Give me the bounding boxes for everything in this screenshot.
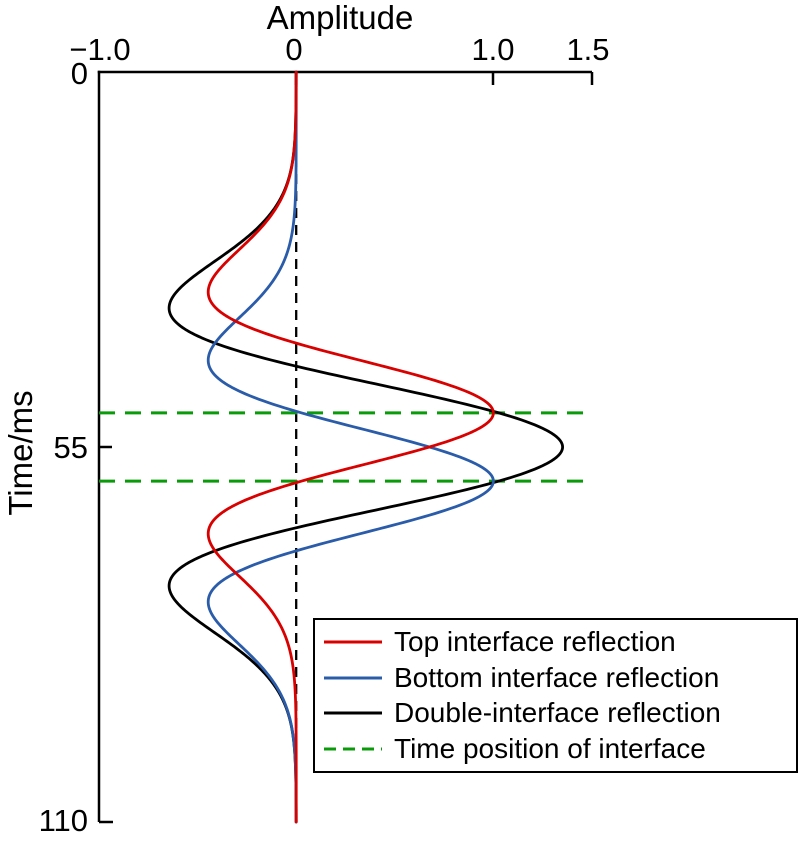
legend-item-interface-time: Time position of interface [324,732,794,766]
plot-lines [99,70,588,824]
legend-line-icon [324,676,382,680]
legend-line-icon [324,640,382,644]
y-tick-label-55: 55 [54,430,88,465]
y-axis-title: Time/ms [2,390,39,515]
legend-item-double-interface: Double-interface reflection [324,696,794,730]
x-tick-label-1p5: 1.5 [566,32,609,67]
legend-item-bottom-interface: Bottom interface reflection [324,661,794,695]
legend-label: Top interface reflection [394,625,676,657]
series-line-top [206,70,495,824]
legend-item-top-interface: Top interface reflection [324,625,794,659]
x-tick-label-0: 0 [285,32,302,67]
y-tick-label-110: 110 [39,803,88,838]
y-tick-label-0: 0 [71,56,88,91]
x-tick-label-neg1: −1.0 [69,32,130,67]
legend-label: Time position of interface [394,733,706,765]
x-axis-title: Amplitude [267,0,414,36]
x-tick-label-1: 1.0 [471,32,514,67]
legend: Top interface reflection Bottom interfac… [313,618,798,773]
legend-dashed-line-icon [324,747,382,751]
legend-label: Bottom interface reflection [394,661,720,693]
legend-label: Double-interface reflection [394,697,721,729]
legend-line-icon [324,711,382,715]
